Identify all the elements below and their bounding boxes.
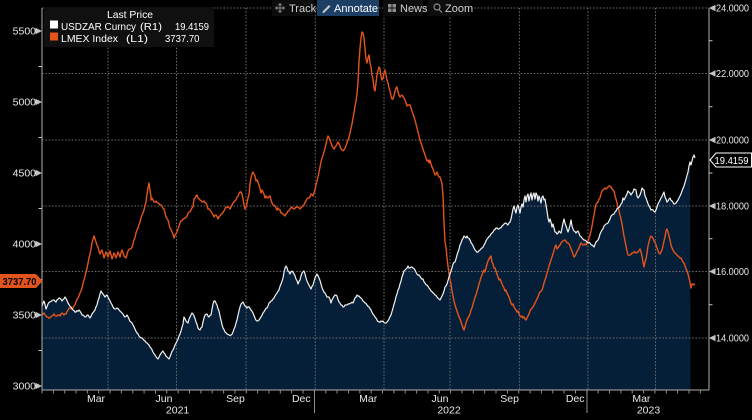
svg-text:2023: 2023 [637, 405, 661, 417]
svg-text:3500: 3500 [13, 310, 37, 322]
svg-text:18.0000: 18.0000 [716, 201, 749, 213]
svg-text:Jun: Jun [156, 393, 173, 405]
svg-text:Jun: Jun [432, 393, 449, 405]
svg-text:3737.70: 3737.70 [165, 33, 200, 45]
svg-text:20.0000: 20.0000 [716, 135, 749, 147]
svg-text:4500: 4500 [13, 168, 37, 180]
svg-text:19.4159: 19.4159 [175, 21, 209, 33]
svg-text:3737.70: 3737.70 [3, 276, 37, 288]
svg-text:Track: Track [289, 3, 317, 15]
svg-text:LMEX Index: LMEX Index [61, 33, 119, 45]
svg-text:Mar: Mar [87, 393, 106, 405]
svg-text:Mar: Mar [632, 393, 651, 405]
svg-text:Last Price: Last Price [107, 9, 153, 21]
svg-text:USDZAR Curncy: USDZAR Curncy [61, 21, 137, 33]
svg-text:22.0000: 22.0000 [716, 68, 749, 80]
svg-text:Annotate: Annotate [334, 3, 378, 15]
svg-text:16.0000: 16.0000 [716, 266, 749, 278]
svg-text:Sep: Sep [226, 393, 245, 405]
svg-text:5500: 5500 [13, 26, 37, 38]
svg-text:2022: 2022 [437, 405, 461, 417]
svg-text:14.0000: 14.0000 [716, 333, 749, 345]
svg-text:Dec: Dec [292, 393, 311, 405]
svg-text:19.4159: 19.4159 [715, 155, 749, 167]
svg-text:(L1): (L1) [126, 33, 148, 45]
svg-text:24.0000: 24.0000 [716, 3, 749, 15]
svg-text:Dec: Dec [566, 393, 585, 405]
svg-text:(R1): (R1) [140, 21, 162, 33]
svg-text:News: News [400, 3, 428, 15]
svg-text:Sep: Sep [500, 393, 519, 405]
svg-text:5000: 5000 [13, 97, 37, 109]
svg-text:3000: 3000 [13, 381, 37, 393]
svg-text:Zoom: Zoom [445, 3, 473, 15]
svg-text:2021: 2021 [166, 405, 190, 417]
svg-text:Mar: Mar [359, 393, 378, 405]
svg-text:4000: 4000 [13, 239, 37, 251]
